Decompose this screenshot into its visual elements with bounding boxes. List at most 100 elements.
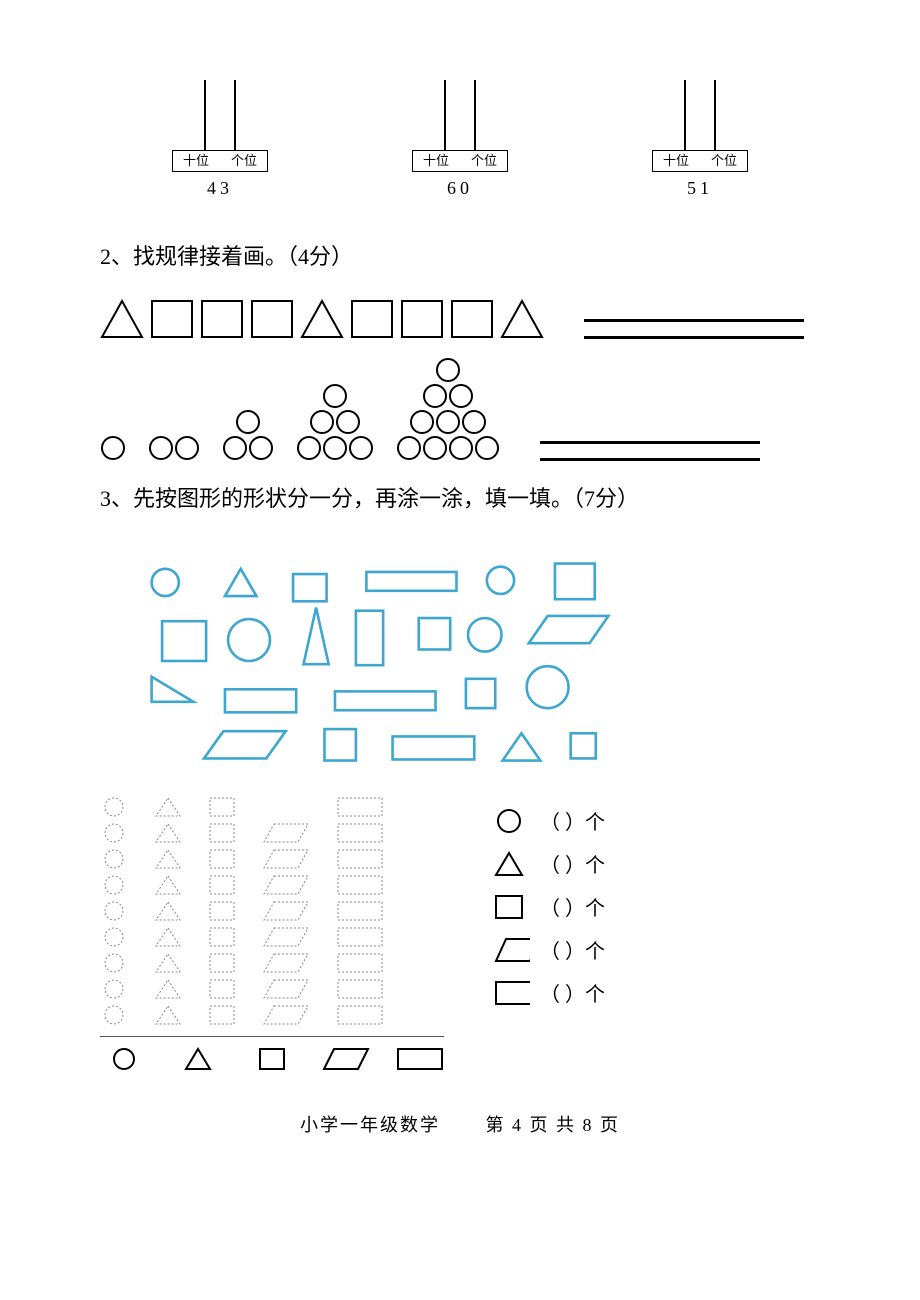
- triangle-icon: [500, 299, 544, 339]
- legend-text: （ ）个: [540, 849, 605, 878]
- tens-label: 十位: [663, 154, 689, 168]
- answer-blank[interactable]: [584, 336, 804, 339]
- circle-group: [148, 435, 200, 461]
- rect-icon: [396, 1047, 444, 1071]
- square-icon: [208, 900, 236, 922]
- circle-icon: [100, 796, 128, 818]
- legend-row: （ ）个: [494, 978, 605, 1007]
- ones-label: 个位: [231, 154, 257, 168]
- q2-row2: [100, 357, 820, 461]
- circle-icon: [448, 383, 474, 409]
- circle-icon: [409, 409, 435, 435]
- rect-icon: [336, 1004, 384, 1026]
- circle-icon: [296, 435, 322, 461]
- circle-group: [100, 435, 126, 461]
- rect-icon: [336, 874, 384, 896]
- legend-text: （ ）个: [540, 806, 605, 835]
- tally-column: [100, 796, 128, 1026]
- square-icon: [208, 1004, 236, 1026]
- triangle-icon: [154, 822, 182, 844]
- square-icon: [150, 299, 194, 339]
- parallelogram-icon: [322, 1047, 370, 1071]
- triangle-icon: [100, 299, 144, 339]
- circle-icon: [435, 357, 461, 383]
- footer-page: 第 4 页 共 8 页: [486, 1115, 621, 1135]
- square-icon: [450, 299, 494, 339]
- legend-text: （ ）个: [540, 892, 605, 921]
- pv-number: 43: [207, 178, 233, 199]
- pv-number: 51: [687, 178, 713, 199]
- circle-icon: [174, 435, 200, 461]
- circle-icon: [448, 435, 474, 461]
- circle-icon: [235, 409, 261, 435]
- parallelogram-icon: [262, 1004, 310, 1026]
- square-icon: [208, 978, 236, 1000]
- circle-icon: [100, 435, 126, 461]
- answer-blank[interactable]: [540, 441, 760, 444]
- rect-icon: [336, 796, 384, 818]
- rect-icon: [336, 822, 384, 844]
- answer-blank[interactable]: [540, 458, 760, 461]
- square-icon: [208, 926, 236, 948]
- tens-label: 十位: [423, 154, 449, 168]
- square-icon: [208, 822, 236, 844]
- circle-icon: [309, 409, 335, 435]
- rect-icon: [336, 926, 384, 948]
- ones-label: 个位: [471, 154, 497, 168]
- square-icon: [208, 952, 236, 974]
- triangle-icon: [154, 952, 182, 974]
- place-value-item: 十位 个位 43: [172, 80, 268, 199]
- circle-icon: [435, 409, 461, 435]
- page-footer: 小学一年级数学 第 4 页 共 8 页: [100, 1111, 820, 1137]
- legend-row: （ ）个: [494, 892, 605, 921]
- triangle-icon: [154, 796, 182, 818]
- legend-text: （ ）个: [540, 978, 605, 1007]
- legend-row: （ ）个: [494, 849, 605, 878]
- circle-icon: [100, 952, 128, 974]
- circle-icon: [100, 822, 128, 844]
- tally-column: [208, 796, 236, 1026]
- circle-icon: [322, 383, 348, 409]
- circle-icon: [100, 926, 128, 948]
- square-icon: [200, 299, 244, 339]
- triangle-icon: [154, 1004, 182, 1026]
- circle-icon: [100, 1004, 128, 1026]
- rect-icon: [336, 952, 384, 974]
- square-icon: [208, 874, 236, 896]
- place-value-row: 十位 个位 43 十位 个位 60 十位 个位 51: [100, 80, 820, 199]
- square-icon: [494, 894, 530, 920]
- circle-group: [396, 357, 500, 461]
- shape-cloud: [100, 551, 660, 771]
- square-icon: [400, 299, 444, 339]
- parallelogram-icon: [262, 978, 310, 1000]
- tens-label: 十位: [183, 154, 209, 168]
- circle-icon: [100, 848, 128, 870]
- place-value-item: 十位 个位 51: [652, 80, 748, 199]
- circle-icon: [348, 435, 374, 461]
- legend-row: （ ）个: [494, 806, 605, 835]
- parallelogram-icon: [262, 848, 310, 870]
- parallelogram-icon: [262, 874, 310, 896]
- q3-prompt: 3、先按图形的形状分一分，再涂一涂，填一填。（7分）: [100, 481, 820, 513]
- legend-text: （ ）个: [540, 935, 605, 964]
- square-icon: [350, 299, 394, 339]
- triangle-icon: [184, 1047, 212, 1071]
- circle-group: [296, 383, 374, 461]
- parallelogram-icon: [494, 937, 530, 963]
- circle-icon: [222, 435, 248, 461]
- q2-row1: [100, 299, 820, 339]
- tally-column: [336, 796, 384, 1026]
- circle-icon: [396, 435, 422, 461]
- place-value-item: 十位 个位 60: [412, 80, 508, 199]
- ones-label: 个位: [711, 154, 737, 168]
- circle-group: [222, 409, 274, 461]
- circle-icon: [248, 435, 274, 461]
- triangle-icon: [154, 926, 182, 948]
- circle-icon: [100, 874, 128, 896]
- circle-icon: [100, 978, 128, 1000]
- rect-icon: [336, 848, 384, 870]
- answer-blank[interactable]: [584, 319, 804, 322]
- circle-icon: [422, 435, 448, 461]
- square-icon: [258, 1047, 286, 1071]
- rect-icon: [336, 900, 384, 922]
